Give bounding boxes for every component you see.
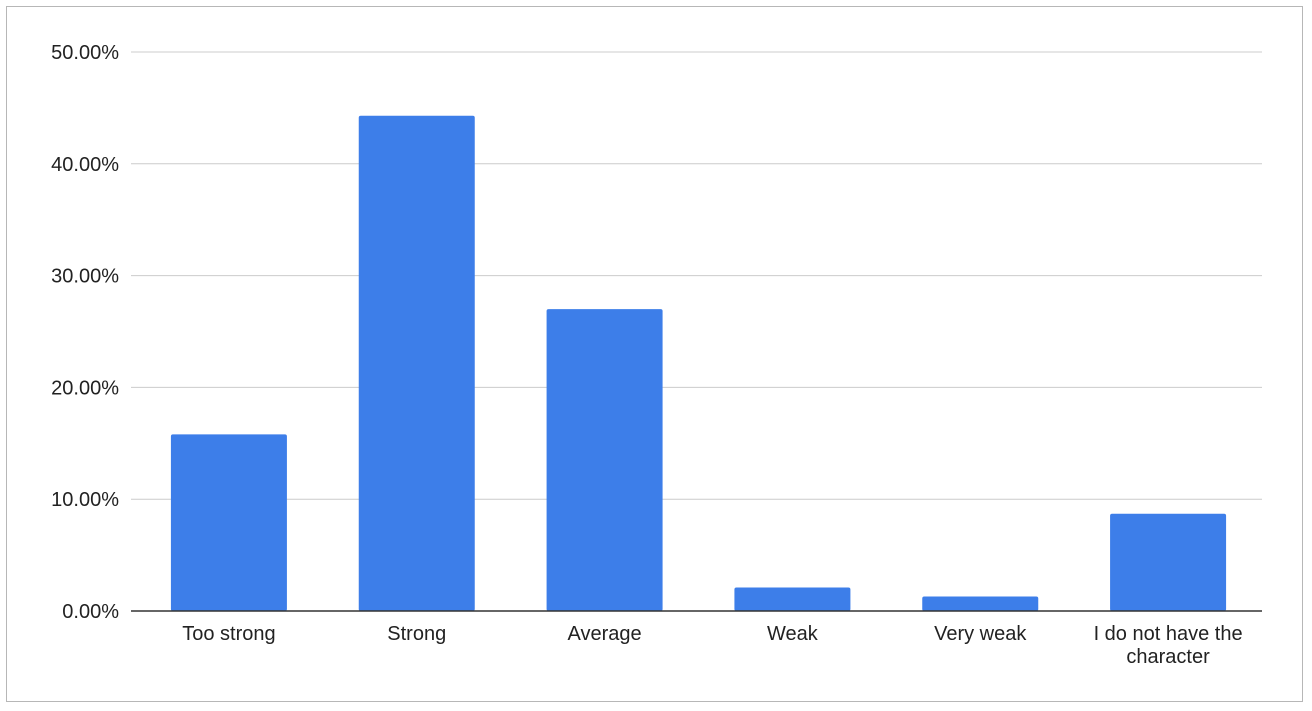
x-tick-label: character bbox=[1126, 646, 1210, 668]
y-tick-label: 40.00% bbox=[51, 154, 119, 176]
y-tick-label: 10.00% bbox=[51, 489, 119, 511]
x-tick-label: Very weak bbox=[934, 623, 1027, 645]
y-tick-label: 0.00% bbox=[62, 601, 119, 623]
bar bbox=[1110, 513, 1227, 611]
bar bbox=[170, 434, 287, 611]
bar bbox=[922, 596, 1039, 611]
bar bbox=[546, 309, 663, 611]
bar bbox=[734, 587, 851, 611]
y-tick-label: 30.00% bbox=[51, 266, 119, 288]
y-tick-label: 50.00% bbox=[51, 42, 119, 64]
x-tick-label: Strong bbox=[387, 623, 446, 645]
y-tick-label: 20.00% bbox=[51, 377, 119, 399]
x-tick-label: Weak bbox=[767, 623, 819, 645]
x-tick-label: Average bbox=[568, 623, 642, 645]
x-tick-label: Too strong bbox=[182, 623, 275, 645]
x-tick-label: I do not have the bbox=[1094, 623, 1243, 645]
bar bbox=[358, 115, 475, 611]
